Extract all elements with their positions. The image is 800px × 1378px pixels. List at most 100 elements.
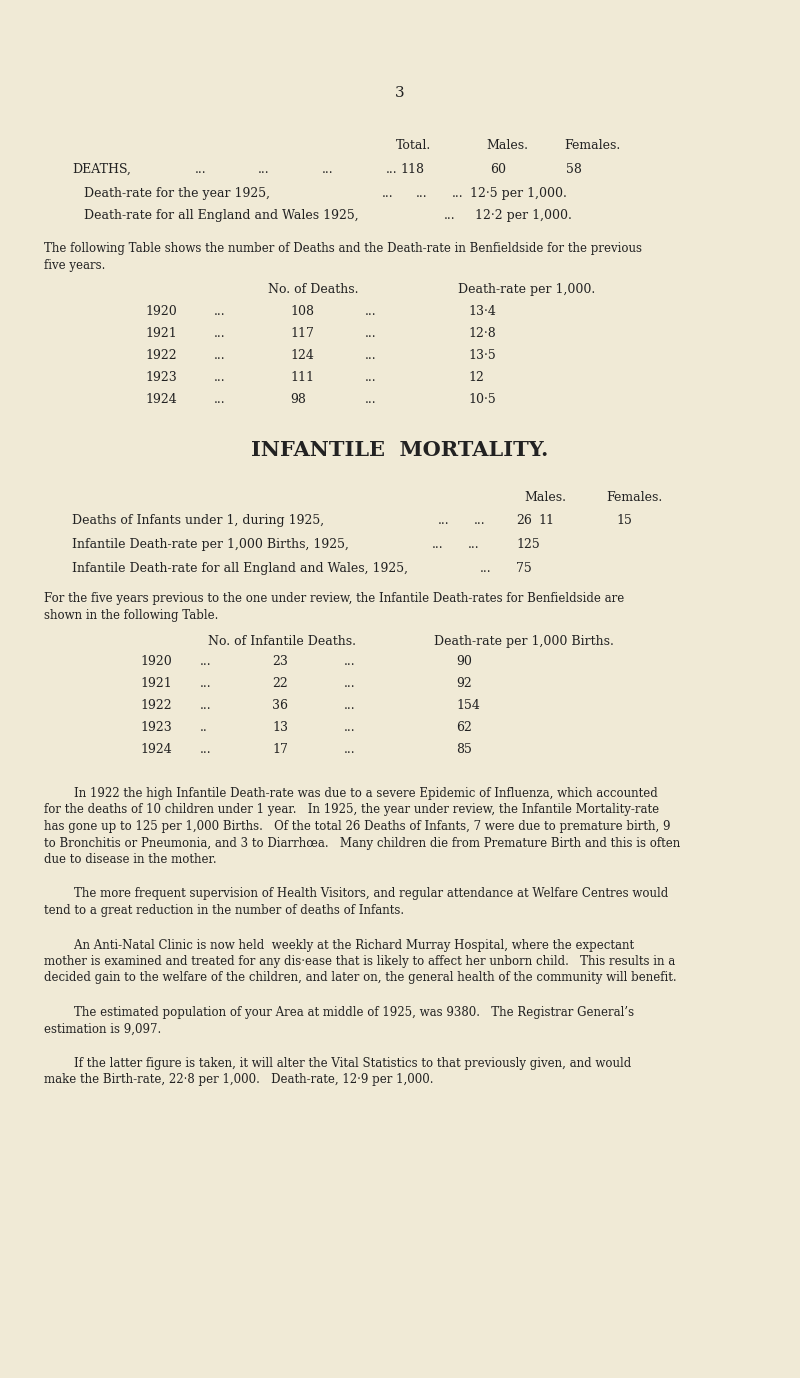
Text: ...: ... — [214, 305, 226, 318]
Text: 13·5: 13·5 — [468, 349, 496, 362]
Text: The following Table shows the number of Deaths and the Death-rate in Benfieldsid: The following Table shows the number of … — [44, 243, 642, 255]
Text: for the deaths of 10 children under 1 year.   In 1925, the year under review, th: for the deaths of 10 children under 1 ye… — [44, 803, 659, 817]
Text: 1922: 1922 — [140, 699, 172, 712]
Text: 1923: 1923 — [145, 371, 177, 384]
Text: 22: 22 — [272, 677, 288, 690]
Text: ...: ... — [365, 371, 377, 384]
Text: 1920: 1920 — [140, 655, 172, 668]
Text: 1920: 1920 — [145, 305, 177, 318]
Text: 12·2 per 1,000.: 12·2 per 1,000. — [475, 209, 572, 222]
Text: 17: 17 — [272, 743, 288, 757]
Text: 124: 124 — [290, 349, 314, 362]
Text: ...: ... — [258, 163, 270, 176]
Text: In 1922 the high Infantile Death-rate was due to a severe Epidemic of Influenza,: In 1922 the high Infantile Death-rate wa… — [44, 787, 658, 801]
Text: mother is examined and treated for any dis·ease that is likely to affect her unb: mother is examined and treated for any d… — [44, 955, 675, 967]
Text: 1921: 1921 — [145, 327, 177, 340]
Text: ...: ... — [200, 743, 212, 757]
Text: The more frequent supervision of Health Visitors, and regular attendance at Welf: The more frequent supervision of Health … — [44, 887, 668, 900]
Text: ...: ... — [344, 655, 356, 668]
Text: ...: ... — [200, 699, 212, 712]
Text: Females.: Females. — [564, 139, 620, 152]
Text: ...: ... — [365, 349, 377, 362]
Text: 85: 85 — [456, 743, 472, 757]
Text: ...: ... — [344, 699, 356, 712]
Text: 125: 125 — [516, 537, 540, 551]
Text: 1921: 1921 — [140, 677, 172, 690]
Text: Females.: Females. — [606, 491, 662, 504]
Text: ...: ... — [344, 721, 356, 734]
Text: 3: 3 — [395, 85, 405, 101]
Text: 117: 117 — [290, 327, 314, 340]
Text: No. of Deaths.: No. of Deaths. — [268, 282, 358, 296]
Text: 62: 62 — [456, 721, 472, 734]
Text: ...: ... — [344, 677, 356, 690]
Text: ..: .. — [200, 721, 208, 734]
Text: 92: 92 — [456, 677, 472, 690]
Text: 23: 23 — [272, 655, 288, 668]
Text: Death-rate for the year 1925,: Death-rate for the year 1925, — [84, 187, 270, 200]
Text: 11: 11 — [538, 514, 554, 526]
Text: ...: ... — [200, 655, 212, 668]
Text: estimation is 9,097.: estimation is 9,097. — [44, 1022, 162, 1035]
Text: to Bronchitis or Pneumonia, and 3 to Diarrhœa.   Many children die from Prematur: to Bronchitis or Pneumonia, and 3 to Dia… — [44, 836, 680, 849]
Text: 1923: 1923 — [140, 721, 172, 734]
Text: ...: ... — [432, 537, 444, 551]
Text: Males.: Males. — [486, 139, 528, 152]
Text: ...: ... — [344, 743, 356, 757]
Text: has gone up to 125 per 1,000 Births.   Of the total 26 Deaths of Infants, 7 were: has gone up to 125 per 1,000 Births. Of … — [44, 820, 670, 832]
Text: 60: 60 — [490, 163, 506, 176]
Text: ...: ... — [416, 187, 428, 200]
Text: 108: 108 — [290, 305, 314, 318]
Text: 13: 13 — [272, 721, 288, 734]
Text: 154: 154 — [456, 699, 480, 712]
Text: 1924: 1924 — [140, 743, 172, 757]
Text: shown in the following Table.: shown in the following Table. — [44, 609, 218, 621]
Text: due to disease in the mother.: due to disease in the mother. — [44, 853, 217, 865]
Text: If the latter figure is taken, it will alter the Vital Statistics to that previo: If the latter figure is taken, it will a… — [44, 1057, 631, 1069]
Text: ...: ... — [382, 187, 394, 200]
Text: ...: ... — [365, 393, 377, 407]
Text: Death-rate for all England and Wales 1925,: Death-rate for all England and Wales 192… — [84, 209, 358, 222]
Text: 13·4: 13·4 — [468, 305, 496, 318]
Text: ...: ... — [474, 514, 486, 526]
Text: Death-rate per 1,000 Births.: Death-rate per 1,000 Births. — [434, 635, 614, 648]
Text: No. of Infantile Deaths.: No. of Infantile Deaths. — [208, 635, 356, 648]
Text: 12·5 per 1,000.: 12·5 per 1,000. — [470, 187, 567, 200]
Text: 118: 118 — [400, 163, 424, 176]
Text: 10·5: 10·5 — [468, 393, 496, 407]
Text: An Anti-Natal Clinic is now held  weekly at the Richard Murray Hospital, where t: An Anti-Natal Clinic is now held weekly … — [44, 938, 634, 951]
Text: ...: ... — [444, 209, 456, 222]
Text: ...: ... — [438, 514, 450, 526]
Text: INFANTILE  MORTALITY.: INFANTILE MORTALITY. — [251, 440, 549, 460]
Text: 36: 36 — [272, 699, 288, 712]
Text: ...: ... — [195, 163, 206, 176]
Text: Total.: Total. — [396, 139, 431, 152]
Text: 90: 90 — [456, 655, 472, 668]
Text: ...: ... — [365, 327, 377, 340]
Text: ...: ... — [214, 349, 226, 362]
Text: ...: ... — [322, 163, 334, 176]
Text: ...: ... — [214, 371, 226, 384]
Text: The estimated population of your Area at middle of 1925, was 9380.   The Registr: The estimated population of your Area at… — [44, 1006, 634, 1018]
Text: ...: ... — [452, 187, 464, 200]
Text: ...: ... — [468, 537, 480, 551]
Text: Death-rate per 1,000.: Death-rate per 1,000. — [458, 282, 595, 296]
Text: 111: 111 — [290, 371, 314, 384]
Text: 26: 26 — [516, 514, 532, 526]
Text: ...: ... — [214, 327, 226, 340]
Text: tend to a great reduction in the number of deaths of Infants.: tend to a great reduction in the number … — [44, 904, 404, 916]
Text: For the five years previous to the one under review, the Infantile Death-rates f: For the five years previous to the one u… — [44, 593, 624, 605]
Text: DEATHS,: DEATHS, — [72, 163, 131, 176]
Text: ...: ... — [214, 393, 226, 407]
Text: 98: 98 — [290, 393, 306, 407]
Text: Infantile Death-rate for all England and Wales, 1925,: Infantile Death-rate for all England and… — [72, 562, 408, 575]
Text: 75: 75 — [516, 562, 532, 575]
Text: 1924: 1924 — [145, 393, 177, 407]
Text: make the Birth-rate, 22·8 per 1,000.   Death-rate, 12·9 per 1,000.: make the Birth-rate, 22·8 per 1,000. Dea… — [44, 1073, 434, 1086]
Text: ...: ... — [386, 163, 398, 176]
Text: 1922: 1922 — [145, 349, 177, 362]
Text: Infantile Death-rate per 1,000 Births, 1925,: Infantile Death-rate per 1,000 Births, 1… — [72, 537, 349, 551]
Text: Males.: Males. — [524, 491, 566, 504]
Text: ...: ... — [480, 562, 492, 575]
Text: 15: 15 — [616, 514, 632, 526]
